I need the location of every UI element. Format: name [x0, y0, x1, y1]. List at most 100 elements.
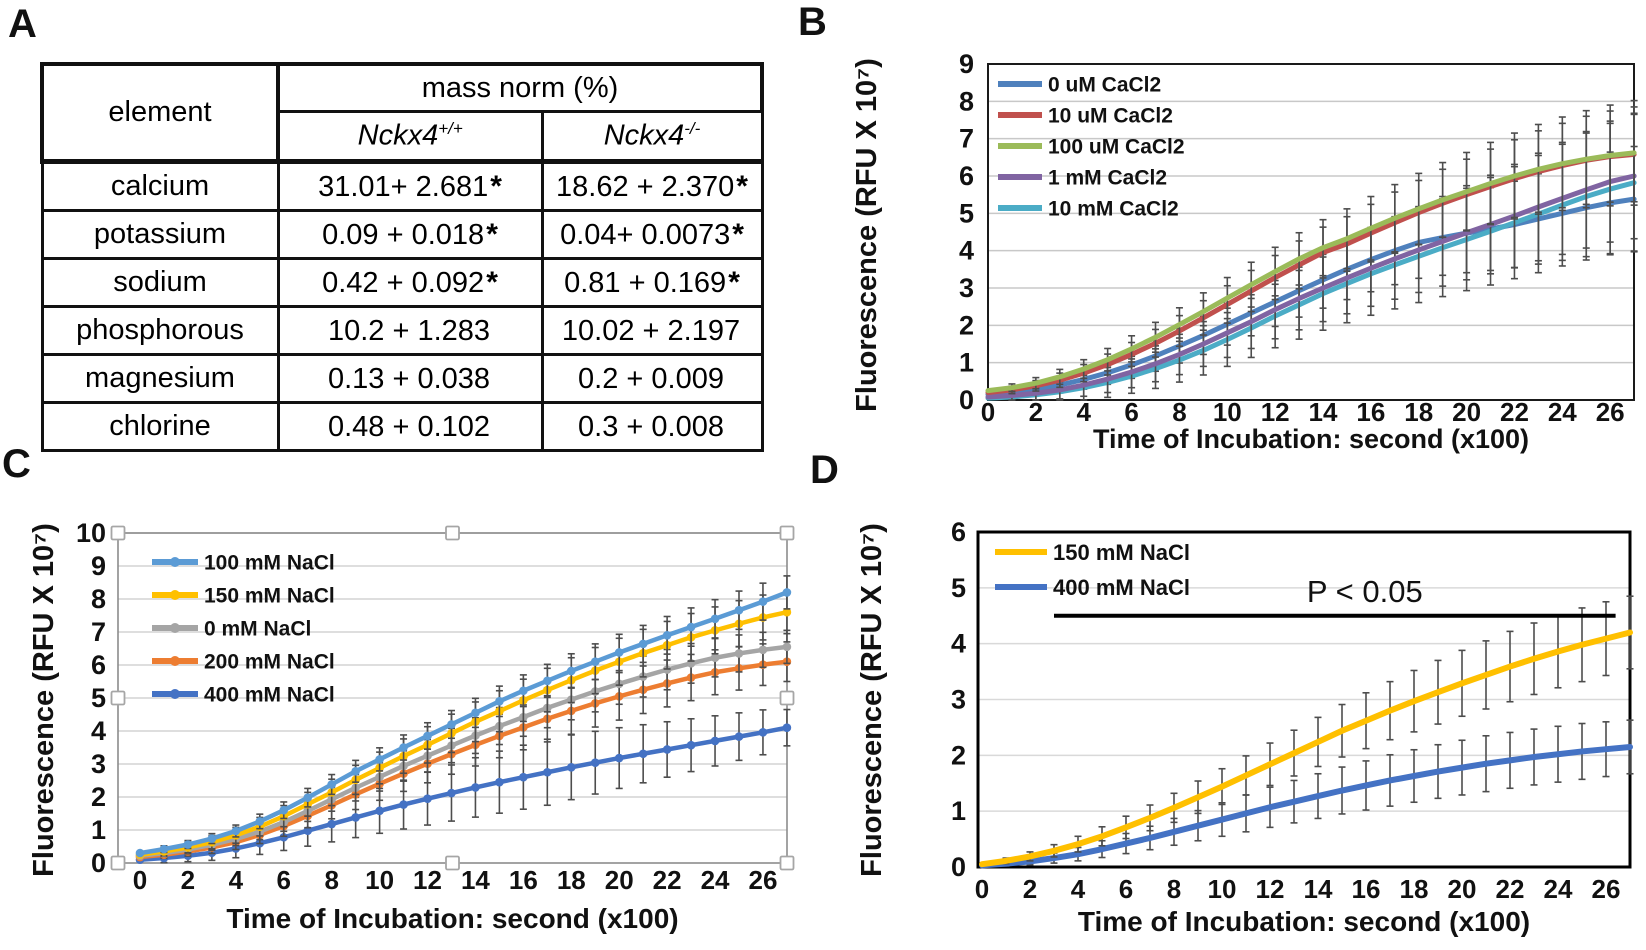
selection-handle[interactable]	[110, 855, 126, 871]
legend-item-label: 400 mM NaCl	[1053, 575, 1190, 600]
chart-b: 0 2 4 6 8 10 12 14 16 18 20 22 24 26 0 1 2 3 4 5 6 7 8 9 0 uM Ca…	[860, 40, 1646, 465]
svg-text:3: 3	[951, 685, 966, 715]
legend-item-label: 10 mM CaCl2	[1048, 198, 1179, 221]
svg-text:0: 0	[975, 874, 989, 904]
legend-item-label: 150 mM NaCl	[204, 585, 335, 608]
legend-item-label: 150 mM NaCl	[1053, 540, 1190, 565]
selection-handle[interactable]	[110, 525, 126, 541]
significance-star: *	[486, 265, 498, 299]
svg-text:8: 8	[91, 584, 106, 614]
svg-text:26: 26	[748, 865, 777, 895]
svg-text:0: 0	[133, 865, 147, 895]
svg-text:6: 6	[1119, 874, 1133, 904]
table-row: magnesium 0.13 + 0.038 0.2 + 0.009	[40, 353, 764, 404]
table-row: chlorine 0.48 + 0.102 0.3 + 0.008	[40, 401, 764, 452]
svg-text:14: 14	[461, 865, 490, 895]
significance-star: *	[486, 217, 498, 251]
series-line-150 mM NaCl	[137, 609, 790, 857]
y-tick-labels: 0 1 2 3 4 5 6 7 8 9	[959, 49, 974, 415]
svg-text:12: 12	[1261, 397, 1290, 427]
series-line-100 mM NaCl	[137, 590, 790, 856]
legend-marker	[170, 623, 180, 633]
svg-text:12: 12	[413, 865, 442, 895]
significance-star: *	[728, 265, 740, 299]
cell-element: phosphorous	[40, 305, 280, 356]
gridlines	[978, 531, 1630, 812]
svg-text:5: 5	[91, 683, 106, 713]
legend: 0 uM CaCl2 10 uM CaCl2 100 uM CaCl2 1 mM Ca…	[998, 74, 1185, 221]
svg-text:6: 6	[91, 650, 106, 680]
svg-text:8: 8	[1172, 397, 1186, 427]
cell-wt: 0.13 + 0.038	[276, 353, 544, 404]
svg-text:0: 0	[91, 848, 106, 878]
legend: 100 mM NaCl 150 mM NaCl 0 mM NaCl 200 mM Na…	[152, 552, 335, 707]
cell-wt: 31.01+ 2.681*	[276, 160, 544, 212]
svg-text:3: 3	[959, 273, 974, 303]
cell-ko: 0.81 + 0.169*	[540, 257, 764, 308]
legend-marker	[170, 557, 180, 567]
svg-text:5: 5	[959, 198, 974, 228]
svg-text:9: 9	[91, 551, 106, 581]
svg-text:22: 22	[653, 865, 682, 895]
svg-text:2: 2	[181, 865, 195, 895]
cell-wt: 10.2 + 1.283	[276, 305, 544, 356]
element-mass-table: element mass norm (%) Nckx4+/+ Nckx4-/- …	[40, 62, 764, 452]
svg-text:24: 24	[701, 865, 730, 895]
svg-text:4: 4	[1071, 874, 1086, 904]
svg-text:10: 10	[1208, 874, 1237, 904]
legend-item-label: 400 mM NaCl	[204, 684, 335, 707]
legend-item-label: 100 mM NaCl	[204, 552, 335, 575]
svg-text:20: 20	[1448, 874, 1477, 904]
table-row: sodium 0.42 + 0.092* 0.81 + 0.169*	[40, 257, 764, 308]
svg-text:2: 2	[91, 782, 106, 812]
selection-handle[interactable]	[110, 690, 126, 706]
legend-item-label: 0 uM CaCl2	[1048, 74, 1161, 97]
svg-text:16: 16	[1352, 874, 1381, 904]
svg-text:10: 10	[365, 865, 394, 895]
svg-text:7: 7	[959, 124, 974, 154]
table-header-wt: Nckx4+/+	[276, 110, 544, 164]
chart-d: P < 0.05 0 2 4 6 8 10 12 14 16 18 20 22 24 26 0 1 2 3 4 5 6 15…	[900, 500, 1646, 950]
svg-text:9: 9	[959, 49, 974, 79]
svg-text:18: 18	[1404, 397, 1433, 427]
series-line-400 mM NaCl	[137, 725, 790, 862]
selection-handle[interactable]	[445, 855, 460, 871]
svg-text:26: 26	[1596, 397, 1625, 427]
selection-handles	[110, 525, 795, 871]
svg-text:3: 3	[91, 749, 106, 779]
chart-c: 0 2 4 6 8 10 12 14 16 18 20 22 24 26 0 1 2 3 4 5 6 7 8 9 10 100 m…	[30, 500, 830, 950]
x-tick-labels: 0 2 4 6 8 10 12 14 16 18 20 22 24 26	[133, 865, 778, 895]
table-header-ko: Nckx4-/-	[540, 110, 764, 164]
legend-marker	[170, 656, 180, 666]
table-row: phosphorous 10.2 + 1.283 10.02 + 2.197	[40, 305, 764, 356]
selection-handle[interactable]	[779, 855, 795, 871]
chart-d-y-axis-title: Fluorescence (RFU X 10⁷)	[856, 523, 888, 877]
cell-wt: 0.48 + 0.102	[276, 401, 544, 452]
svg-text:22: 22	[1500, 397, 1529, 427]
svg-text:10: 10	[76, 518, 106, 548]
series-line-150 mM NaCl	[979, 629, 1633, 868]
cell-ko: 18.62 + 2.370*	[540, 160, 764, 212]
selection-handle[interactable]	[779, 690, 795, 706]
svg-text:20: 20	[605, 865, 634, 895]
series-line-200 mM NaCl	[137, 659, 790, 860]
cell-ko: 0.2 + 0.009	[540, 353, 764, 404]
series-line-10 mM CaCl2	[985, 180, 1637, 401]
svg-text:2: 2	[1029, 397, 1043, 427]
chart-b-x-axis-title: Time of Incubation: second (x100)	[1092, 424, 1530, 454]
svg-text:1: 1	[951, 796, 966, 826]
selection-handle[interactable]	[445, 525, 460, 541]
svg-text:16: 16	[509, 865, 538, 895]
cell-wt: 0.42 + 0.092*	[276, 257, 544, 308]
svg-text:10: 10	[1213, 397, 1242, 427]
svg-text:8: 8	[324, 865, 338, 895]
chart-c-x-axis-title: Time of Incubation: second (x100)	[226, 903, 679, 934]
selection-handle[interactable]	[779, 525, 795, 541]
series-markers-100 mM NaCl	[135, 588, 792, 858]
cell-ko: 10.02 + 2.197	[540, 305, 764, 356]
table-header-element: element	[40, 62, 280, 164]
svg-text:4: 4	[229, 865, 244, 895]
cell-element: chlorine	[40, 401, 280, 452]
